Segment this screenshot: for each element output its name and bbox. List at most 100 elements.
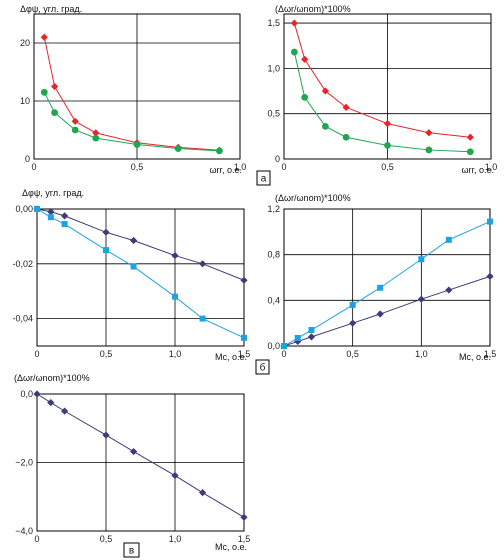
x-tick-label: 0: [34, 349, 39, 359]
series-line-1: [283, 275, 491, 347]
data-point-1: [199, 260, 207, 268]
data-point-1: [290, 19, 298, 27]
data-point-1: [40, 33, 48, 41]
x-axis-label: ωrr, о.е.: [209, 165, 242, 175]
series-line-1: [36, 208, 245, 281]
data-point-2: [301, 93, 309, 101]
plot-frame: [283, 208, 491, 347]
data-point-2: [47, 214, 54, 221]
data-point-1: [240, 513, 248, 521]
y-axis-label: (Δωr/ωnom)*100%: [14, 373, 90, 383]
y-tick-label: 0: [275, 154, 280, 164]
chart-panel-5: 0 0,5 1,0 1,5 0,0 −2,0 −4,0 (Δωr/ωnom)*100% Mc, …: [14, 373, 251, 558]
data-point-2: [281, 343, 287, 349]
x-tick-label: 0: [34, 534, 39, 544]
data-point-2: [34, 206, 40, 212]
plot-frame: [36, 208, 245, 347]
data-point-1: [486, 272, 494, 280]
x-tick-label: 0: [31, 162, 36, 172]
x-axis-label: Mc, о.е.: [215, 352, 247, 362]
data-point-2: [349, 301, 356, 308]
y-tick-label: 0,0: [20, 389, 33, 399]
x-tick-label: 1,0: [485, 162, 498, 172]
data-point-2: [377, 284, 384, 291]
x-axis-label: Mc, о.е.: [215, 542, 247, 552]
data-point-1: [307, 333, 316, 341]
data-point-2: [103, 247, 109, 254]
data-point-1: [342, 103, 350, 111]
data-point-1: [383, 120, 392, 128]
y-axis-label: (Δωr/ωnom)*100%: [275, 193, 351, 203]
data-point-1: [92, 129, 100, 137]
y-tick-label: 0,00: [15, 204, 33, 214]
y-tick-label: −4,0: [15, 526, 33, 536]
data-point-1: [349, 319, 357, 327]
x-tick-label: 1,5: [238, 534, 251, 544]
data-point-1: [321, 87, 329, 95]
data-point-1: [199, 489, 207, 497]
data-point-2: [445, 236, 452, 243]
data-point-1: [47, 398, 55, 407]
data-point-2: [199, 315, 206, 322]
chart-panel-2: 0 0,5 1,0 0 0,5 1,0 1,5 (Δωr/ωnom)*100% ωrr, о.е…: [256, 4, 498, 186]
data-point-1: [102, 228, 110, 236]
data-point-1: [130, 447, 138, 456]
y-tick-label: 10: [20, 96, 30, 106]
y-tick-label: 0,8: [267, 250, 280, 260]
series-line-1: [36, 393, 245, 518]
data-point-1: [130, 236, 138, 245]
data-point-2: [71, 126, 79, 134]
series-line-2: [283, 221, 491, 347]
data-point-1: [47, 208, 55, 216]
x-tick-label: 1,0: [169, 534, 182, 544]
data-point-1: [417, 295, 425, 303]
data-point-2: [51, 109, 58, 116]
data-point-2: [92, 134, 100, 142]
panel-tag-label: б: [260, 362, 266, 374]
y-tick-label: −2,0: [15, 458, 33, 468]
panel-tag-box: [255, 359, 270, 375]
x-tick-label: 0,5: [346, 349, 359, 359]
series-line-2: [293, 51, 471, 153]
x-axis-label: ωrr, о.е.: [461, 165, 494, 175]
data-point-1: [425, 129, 433, 137]
data-point-2: [172, 293, 178, 300]
y-tick-label: -0,04: [12, 314, 33, 324]
panel-tag-box: [256, 170, 271, 186]
data-point-1: [171, 251, 179, 260]
y-tick-label: 1,5: [267, 18, 280, 28]
data-point-2: [40, 88, 48, 96]
x-tick-label: 1,0: [415, 349, 428, 359]
y-tick-label: 0: [25, 154, 30, 164]
data-point-1: [376, 310, 384, 318]
data-point-2: [216, 147, 223, 155]
data-point-2: [487, 218, 493, 225]
x-tick-label: 0,5: [381, 162, 394, 172]
data-point-1: [33, 390, 41, 398]
data-point-2: [61, 221, 68, 228]
data-point-2: [290, 48, 298, 56]
data-point-1: [61, 407, 69, 415]
x-tick-label: 0,5: [131, 162, 144, 172]
series-line-1: [43, 37, 220, 151]
data-point-2: [384, 142, 391, 149]
data-point-2: [342, 133, 350, 141]
data-point-2: [322, 122, 329, 130]
x-tick-label: 1,5: [484, 349, 497, 359]
x-tick-label: 1,0: [234, 162, 247, 172]
y-tick-label: 1,0: [267, 63, 280, 73]
y-tick-label: 1,2: [267, 204, 280, 214]
data-point-1: [466, 133, 474, 141]
data-point-2: [425, 146, 433, 154]
y-tick-label: 0,0: [267, 341, 280, 351]
data-point-2: [418, 256, 425, 263]
data-point-2: [130, 263, 137, 270]
data-point-2: [133, 141, 141, 148]
x-tick-label: 0: [281, 162, 286, 172]
x-axis-label: Mc, о.е.: [459, 352, 491, 362]
y-tick-label: 20: [20, 38, 30, 48]
y-axis-label: (Δωr/ωnom)*100%: [275, 4, 351, 14]
data-point-1: [240, 276, 248, 284]
chart-panel-4: 0 0,5 1,0 1,5 0,0 0,4 0,8 1,2(Δωr/ωnom)*100% Mc,…: [255, 193, 497, 375]
